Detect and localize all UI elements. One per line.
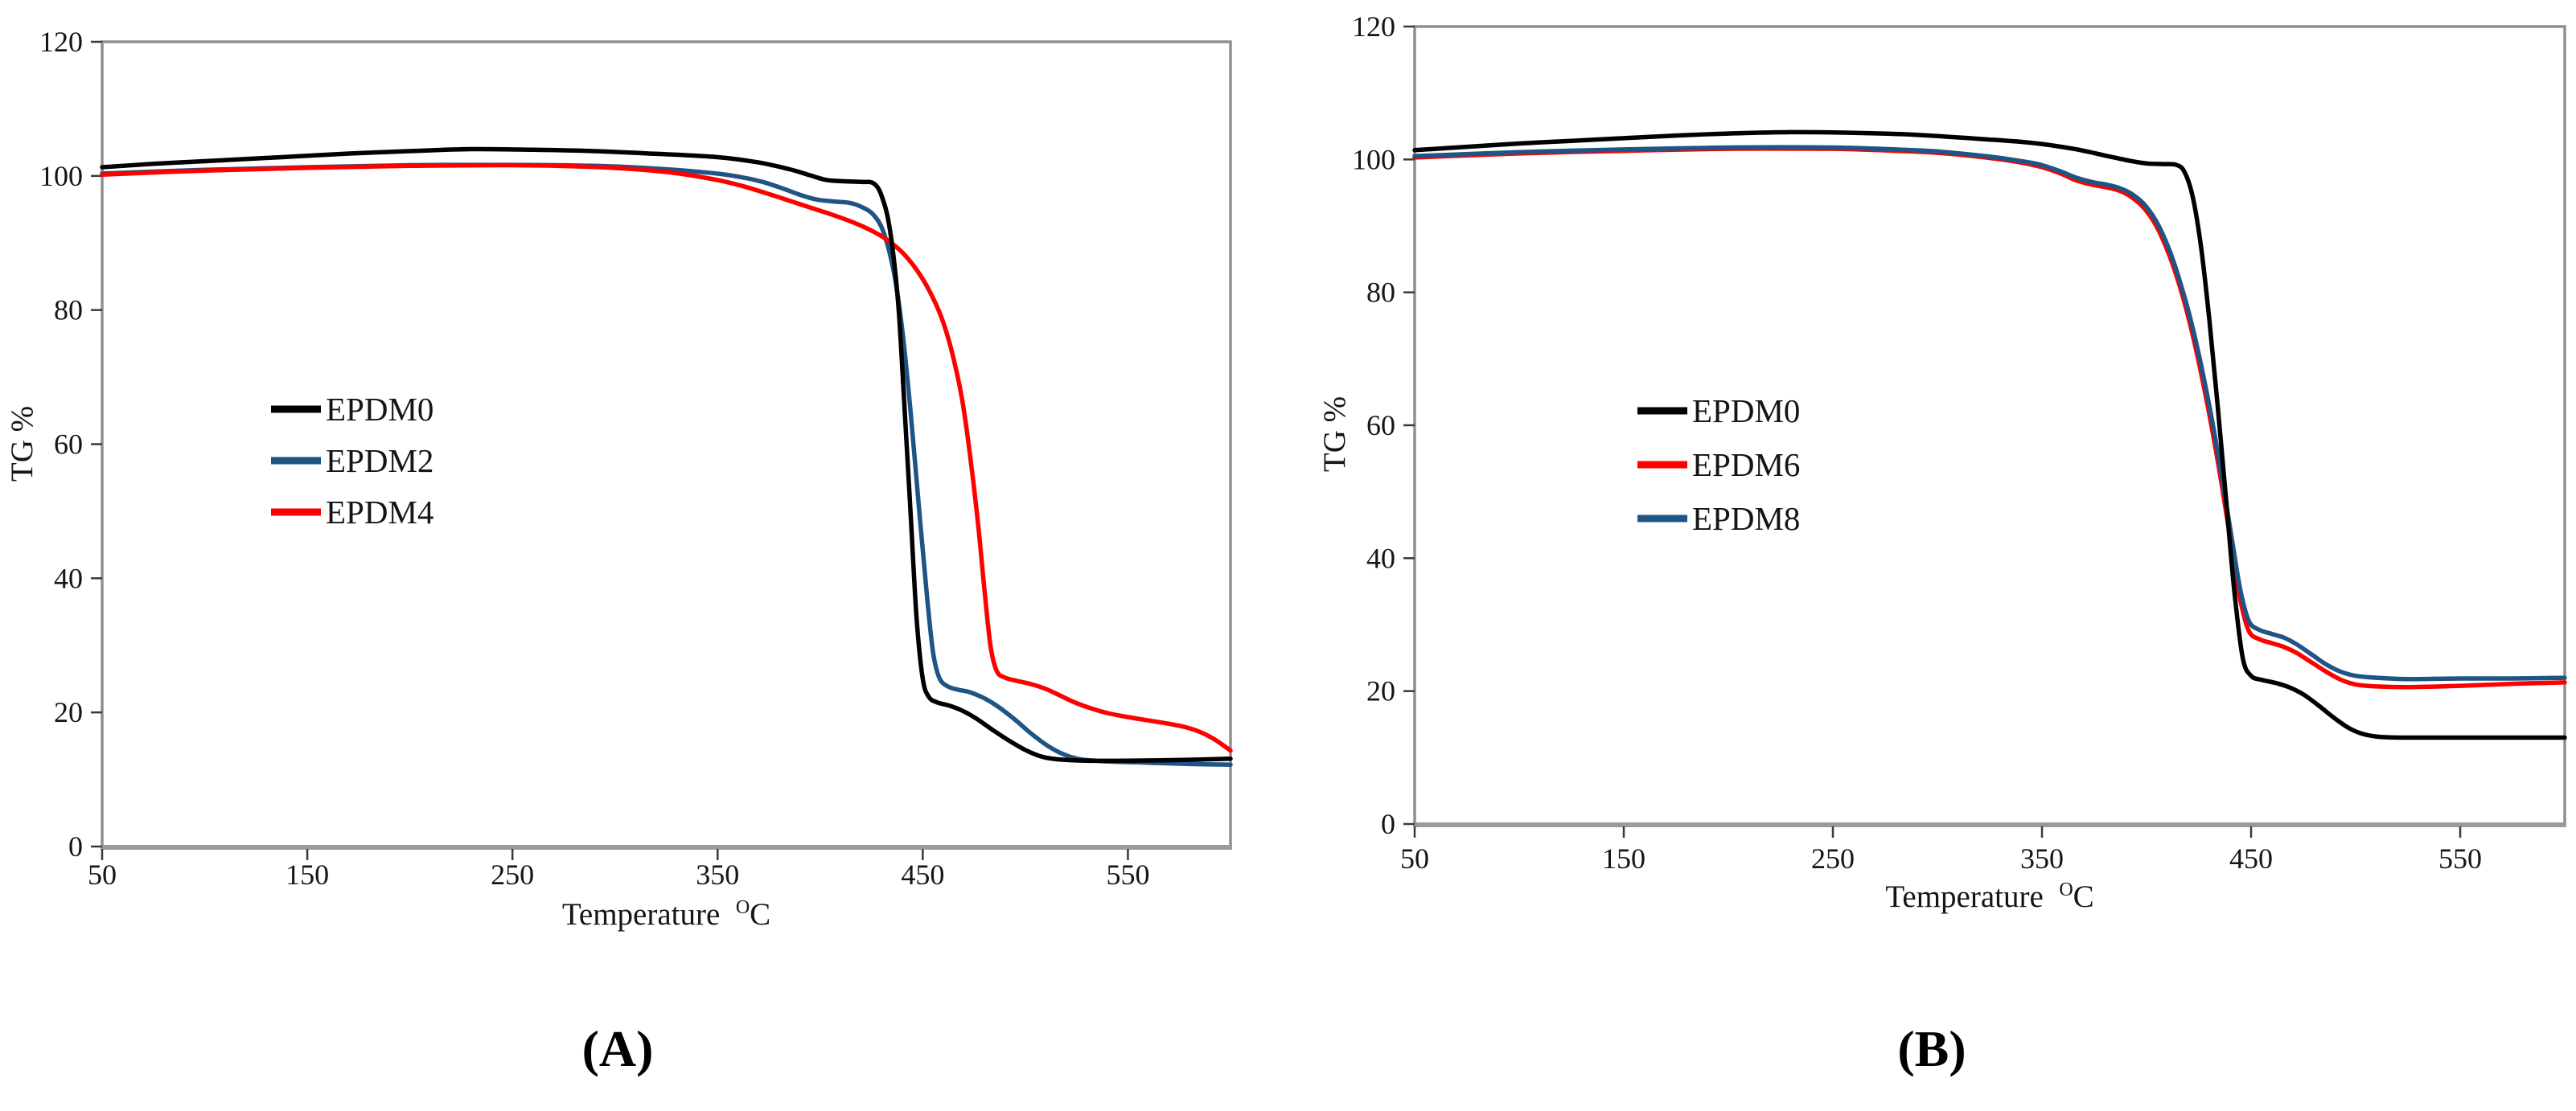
x-tick-label: 150 [1602, 842, 1645, 875]
y-tick-label: 20 [1366, 675, 1395, 707]
y-tick-label: 100 [1352, 143, 1395, 175]
x-tick-label: 250 [1811, 842, 1855, 875]
legend-label-epdm2: EPDM2 [326, 442, 433, 479]
y-axis-title: TG % [1317, 396, 1352, 472]
y-tick-label: 120 [39, 26, 83, 58]
y-tick-label: 100 [39, 160, 83, 192]
series-line-epdm8 [1412, 145, 2567, 682]
x-tick-label: 450 [2229, 842, 2273, 875]
x-tick-label: 50 [1400, 842, 1429, 875]
legend-label-epdm4: EPDM4 [326, 494, 433, 531]
y-tick-label: 20 [54, 696, 83, 728]
degree-superscript: O [736, 897, 750, 918]
series-line-epdm0 [100, 146, 1233, 764]
x-tick-label: 350 [2020, 842, 2064, 875]
series-line-epdm2 [100, 162, 1233, 767]
x-tick-label: 450 [901, 859, 944, 891]
legend-label-epdm0: EPDM0 [326, 391, 433, 428]
x-axis-title: Temperature OC [562, 897, 770, 932]
plot-border [101, 40, 1232, 848]
chart-a: 0 20 40 60 80 100 120 50 150 250 350 450 550 TG % Temp… [5, 26, 1233, 932]
legend-item-epdm0: EPDM0 [271, 391, 433, 428]
x-tick-label: 50 [88, 859, 117, 891]
legend-item-epdm4: EPDM4 [271, 494, 433, 531]
x-tick-label: 550 [1106, 859, 1149, 891]
x-tick-label: 150 [286, 859, 329, 891]
series-line-epdm6 [1412, 146, 2567, 690]
y-tick-label: 40 [1366, 542, 1395, 574]
legend-item-epdm8: EPDM8 [1637, 500, 1800, 537]
panel-label-b: (B) [1897, 1020, 1966, 1077]
x-tick-label: 350 [696, 859, 739, 891]
legend-item-epdm2: EPDM2 [271, 442, 433, 479]
y-tick-label: 0 [68, 830, 83, 863]
series-line-epdm4 [100, 162, 1233, 753]
y-axis-title: TG % [5, 406, 39, 482]
y-tick-label: 120 [1352, 10, 1395, 43]
x-tick-label: 550 [2438, 842, 2482, 875]
y-tick-label: 80 [54, 294, 83, 326]
y-tick-label: 0 [1381, 808, 1395, 840]
legend-item-epdm0: EPDM0 [1637, 392, 1800, 429]
legend-label-epdm6: EPDM6 [1692, 446, 1800, 483]
plot-border [1413, 25, 2566, 826]
series-line-epdm0 [1412, 129, 2567, 740]
x-tick-label: 250 [491, 859, 534, 891]
y-tick-label: 80 [1366, 277, 1395, 309]
legend-label-epdm8: EPDM8 [1692, 500, 1800, 537]
y-tick-label: 40 [54, 562, 83, 594]
y-tick-label: 60 [54, 428, 83, 461]
x-axis-title: Temperature OC [1885, 879, 2093, 914]
degree-superscript: O [2059, 879, 2073, 900]
chart-b: 0 20 40 60 80 100 120 50 150 250 350 450 550 TG % Temp… [1317, 10, 2567, 914]
y-tick-label: 60 [1366, 409, 1395, 441]
legend-item-epdm6: EPDM6 [1637, 446, 1800, 483]
legend-label-epdm0: EPDM0 [1692, 392, 1800, 429]
panel-label-a: (A) [581, 1020, 654, 1077]
